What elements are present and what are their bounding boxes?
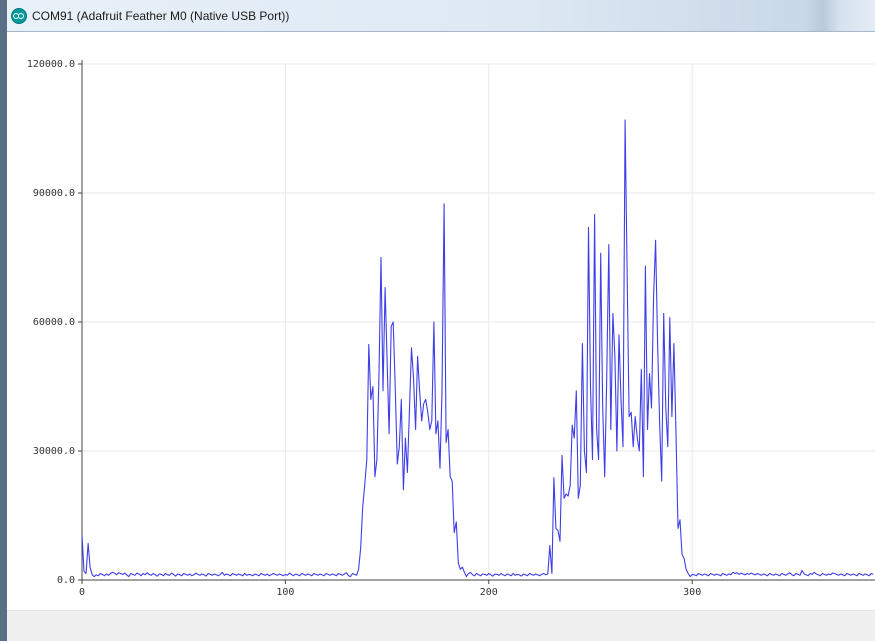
title-bar[interactable]: COM91 (Adafruit Feather M0 (Native USB P… (7, 0, 875, 32)
x-tick-label: 0 (79, 587, 85, 598)
serial-plot-chart: 0.0 30000.0 60000.0 90000.0 120000.0 0 100 200… (27, 59, 875, 598)
plot-area: 0.0 30000.0 60000.0 90000.0 120000.0 0 100 200… (7, 32, 875, 610)
window-title: COM91 (Adafruit Feather M0 (Native USB P… (32, 9, 290, 23)
x-axis-ticks: 0 100 200 300 (79, 580, 701, 598)
y-tick-label: 30000.0 (33, 446, 75, 457)
series-group (81, 119, 874, 578)
y-axis-ticks: 0.0 30000.0 60000.0 90000.0 120000.0 (27, 59, 82, 586)
arduino-icon (11, 8, 27, 24)
x-tick-label: 100 (276, 587, 294, 598)
series-line (81, 119, 874, 578)
axes (81, 60, 875, 581)
x-tick-label: 200 (480, 587, 498, 598)
y-tick-label: 60000.0 (33, 317, 75, 328)
y-tick-label: 0.0 (57, 575, 75, 586)
y-tick-label: 90000.0 (33, 188, 75, 199)
grid-lines (82, 63, 875, 580)
bottom-bar (7, 610, 875, 641)
y-tick-label: 120000.0 (27, 59, 75, 70)
x-tick-label: 300 (683, 587, 701, 598)
